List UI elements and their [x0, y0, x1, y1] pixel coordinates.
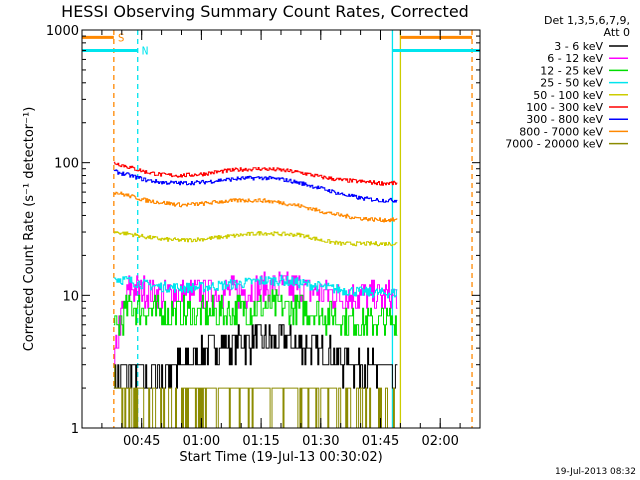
series-line	[113, 289, 398, 336]
footer-timestamp: 19-Jul-2013 08:32	[555, 467, 636, 477]
chart-title: HESSI Observing Summary Count Rates, Cor…	[61, 2, 469, 21]
x-tick-label: 01:30	[302, 434, 339, 449]
x-tick-label: 01:15	[242, 434, 279, 449]
series-line	[113, 231, 398, 247]
y-tick-label: 100	[54, 157, 79, 172]
legend-entry-label: 3 - 6 keV	[554, 40, 603, 53]
series-line	[113, 324, 398, 389]
y-axis-label: Corrected Count Rate (s⁻¹ detector⁻¹)	[22, 107, 37, 352]
series-group	[113, 161, 398, 429]
legend-entry-label: 7000 - 20000 keV	[505, 138, 603, 151]
legend-entry-label: 100 - 300 keV	[526, 101, 603, 114]
series-line	[113, 191, 398, 223]
series-line	[113, 169, 398, 203]
plot-frame	[81, 29, 481, 429]
x-tick-label: 00:45	[123, 434, 160, 449]
legend-header-line: Att 0	[604, 26, 630, 39]
y-tick-label: 1000	[46, 24, 79, 39]
legend-entry-label: 300 - 800 keV	[526, 113, 603, 126]
x-tick-label: 02:00	[421, 434, 458, 449]
vertical-markers	[113, 30, 473, 428]
series-line	[113, 161, 398, 186]
legend-entry-label: 800 - 7000 keV	[519, 125, 603, 138]
series-line	[113, 274, 398, 299]
y-tick-label: 1	[71, 422, 79, 437]
flag-bars: SN	[82, 31, 480, 58]
legend-entry-label: 25 - 50 keV	[540, 77, 603, 90]
axes: 1 10 100 1000 00:45 01:00 01:15 01:30 01:45 02:00	[46, 24, 481, 449]
legend-header-line: Det 1,3,5,6,7,9,	[544, 14, 630, 27]
x-axis-label: Start Time (19-Jul-13 00:30:02)	[179, 450, 382, 465]
series-line	[113, 271, 398, 366]
legend-entry-label: 12 - 25 keV	[540, 64, 603, 77]
attenuator-flag-label: S	[118, 31, 125, 44]
x-tick-label: 01:00	[183, 434, 220, 449]
legend-entry-label: 50 - 100 keV	[533, 89, 603, 102]
legend-entry-label: 6 - 12 keV	[547, 52, 603, 65]
y-tick-label: 10	[62, 289, 79, 304]
x-tick-label: 01:45	[362, 434, 399, 449]
night-flag-label: N	[142, 45, 149, 58]
